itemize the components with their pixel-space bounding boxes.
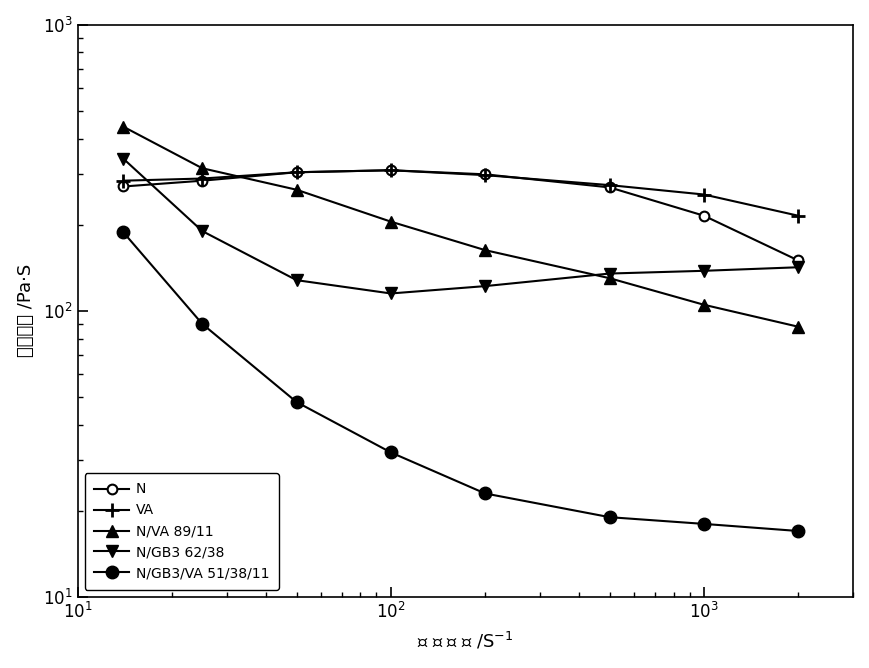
- VA: [792, 212, 802, 220]
- X-axis label: 剪 切 速 率 /S$^{-1}$: 剪 切 速 率 /S$^{-1}$: [417, 630, 513, 651]
- VA: [118, 176, 129, 184]
- N/GB3 62/38: [792, 263, 802, 271]
- VA: [698, 190, 708, 198]
- N: [604, 184, 614, 192]
- N: [385, 166, 395, 174]
- Line: N/GB3/VA 51/38/11: N/GB3/VA 51/38/11: [117, 226, 804, 537]
- N/GB3/VA 51/38/11: [480, 490, 490, 498]
- N/GB3/VA 51/38/11: [792, 527, 802, 535]
- N: [480, 170, 490, 178]
- VA: [291, 168, 302, 176]
- VA: [604, 181, 614, 189]
- N: [197, 176, 208, 184]
- N: [291, 168, 302, 176]
- N/GB3 62/38: [480, 282, 490, 290]
- N/GB3/VA 51/38/11: [698, 520, 708, 528]
- N/GB3 62/38: [698, 267, 708, 275]
- N/VA 89/11: [118, 123, 129, 131]
- VA: [385, 166, 395, 174]
- Line: N/GB3 62/38: N/GB3 62/38: [117, 152, 804, 300]
- N: [792, 257, 802, 265]
- N/GB3/VA 51/38/11: [604, 513, 614, 521]
- N/GB3/VA 51/38/11: [118, 228, 129, 236]
- N/GB3 62/38: [118, 155, 129, 163]
- Line: N/VA 89/11: N/VA 89/11: [117, 120, 804, 333]
- Line: VA: VA: [116, 163, 804, 222]
- Legend: N, VA, N/VA 89/11, N/GB3 62/38, N/GB3/VA 51/38/11: N, VA, N/VA 89/11, N/GB3 62/38, N/GB3/VA…: [84, 473, 279, 590]
- N/GB3/VA 51/38/11: [385, 448, 395, 456]
- N/VA 89/11: [385, 218, 395, 226]
- N/GB3/VA 51/38/11: [291, 398, 302, 406]
- N/VA 89/11: [792, 323, 802, 331]
- N: [118, 182, 129, 190]
- N/GB3/VA 51/38/11: [197, 320, 208, 328]
- N/GB3 62/38: [291, 276, 302, 284]
- VA: [480, 171, 490, 179]
- N/VA 89/11: [197, 164, 208, 172]
- VA: [197, 174, 208, 182]
- N/VA 89/11: [480, 246, 490, 254]
- N/GB3 62/38: [197, 227, 208, 235]
- Y-axis label: 表观粘度 /Pa·S: 表观粘度 /Pa·S: [17, 265, 35, 357]
- N/VA 89/11: [291, 186, 302, 194]
- N/VA 89/11: [604, 275, 614, 283]
- Line: N: N: [118, 166, 802, 265]
- N/VA 89/11: [698, 301, 708, 309]
- N: [698, 212, 708, 220]
- N/GB3 62/38: [385, 289, 395, 297]
- N/GB3 62/38: [604, 269, 614, 277]
